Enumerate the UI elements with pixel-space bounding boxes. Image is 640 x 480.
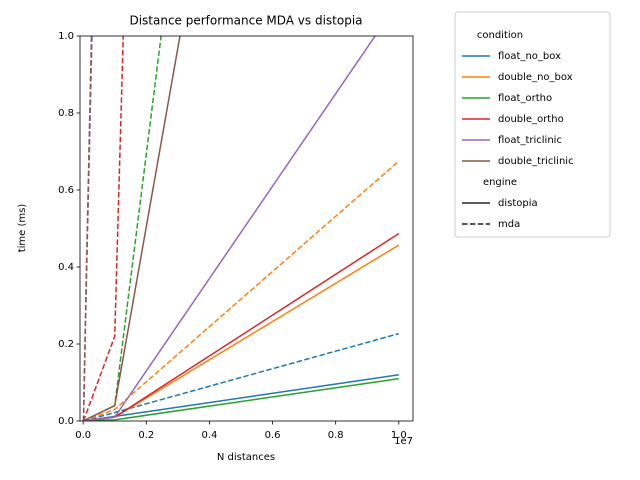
series-line — [82, 36, 124, 421]
series-line — [82, 36, 93, 421]
x-tick-label: 0.0 — [75, 430, 91, 441]
y-tick-label: 0.4 — [58, 262, 74, 273]
y-axis-label: time (ms) — [17, 204, 28, 253]
series-line — [83, 36, 162, 421]
legend-title: engine — [483, 177, 517, 188]
plot-lines — [82, 36, 400, 421]
legend-label: distopia — [498, 198, 538, 209]
legend-label: float_no_box — [498, 51, 561, 62]
series-line — [83, 36, 377, 421]
series-line — [83, 36, 181, 421]
plot-frame — [79, 35, 414, 422]
chart-title: Distance performance MDA vs distopia — [129, 14, 362, 28]
x-tick-label: 1.0 — [391, 430, 407, 441]
legend-label: double_ortho — [498, 114, 564, 125]
legend-label: double_triclinic — [498, 156, 574, 167]
legend-label: float_triclinic — [498, 135, 562, 146]
x-tick-label: 0.4 — [201, 430, 217, 441]
y-tick-label: 0.2 — [58, 339, 74, 350]
y-tick-label: 0.8 — [58, 108, 74, 119]
x-tick-label: 0.8 — [328, 430, 344, 441]
x-axis-label: N distances — [217, 452, 275, 463]
legend-label: float_ortho — [498, 93, 552, 104]
legend-box — [454, 11, 611, 238]
legend-label: double_no_box — [498, 72, 573, 83]
series-line — [82, 36, 93, 421]
x-offset-label: 1e7 — [394, 436, 413, 447]
y-tick-label: 0.6 — [58, 185, 74, 196]
legend-label: mda — [498, 219, 520, 230]
legend-title: condition — [477, 30, 523, 41]
y-tick-label: 0.0 — [58, 416, 74, 427]
y-tick-label: 1.0 — [58, 31, 74, 42]
series-line — [83, 374, 399, 421]
x-tick-label: 0.2 — [138, 430, 154, 441]
x-tick-label: 0.6 — [265, 430, 281, 441]
